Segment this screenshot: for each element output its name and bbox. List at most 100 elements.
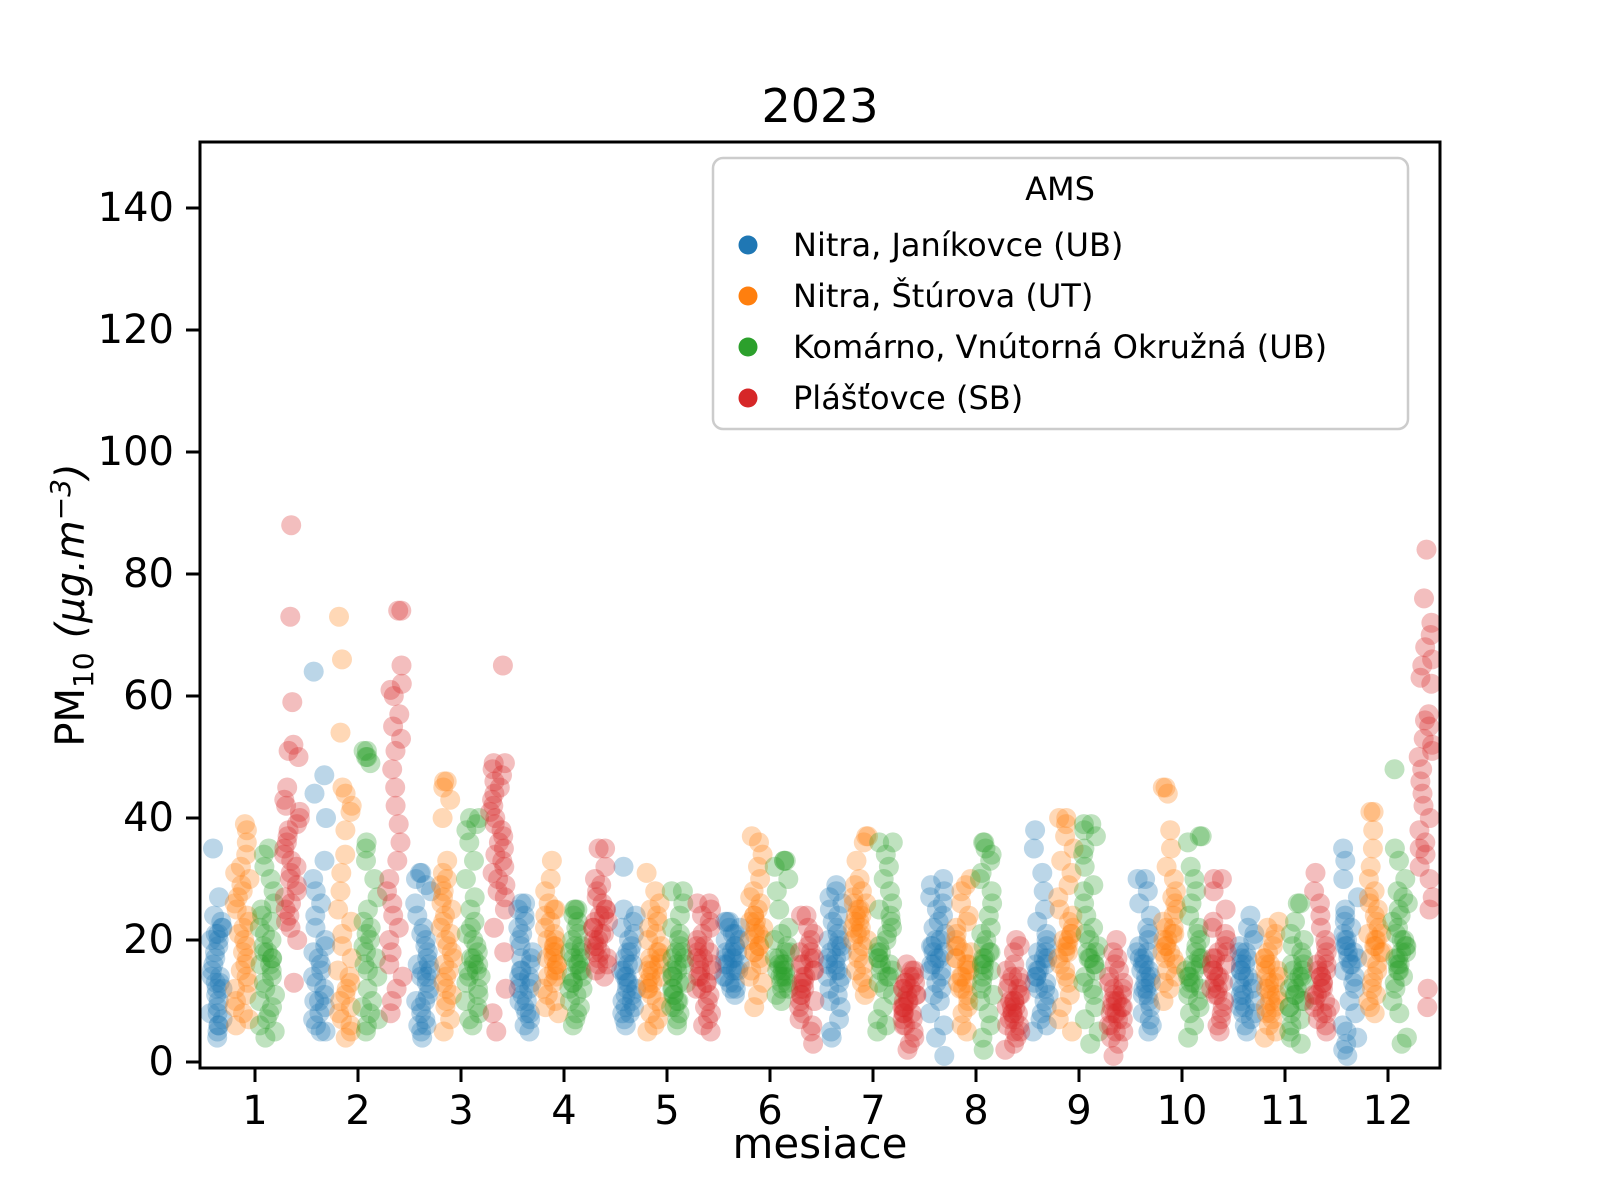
- data-point: [1074, 820, 1095, 841]
- data-point: [974, 948, 995, 969]
- data-point: [565, 936, 585, 957]
- data-point: [1202, 917, 1223, 938]
- data-point: [716, 942, 737, 963]
- data-point: [597, 948, 618, 969]
- data-point: [545, 991, 566, 1011]
- data-point: [727, 942, 748, 963]
- data-point: [612, 991, 633, 1011]
- data-point: [1240, 1009, 1261, 1030]
- data-point: [1363, 820, 1384, 841]
- data-point: [1360, 997, 1380, 1018]
- data-point: [1370, 942, 1391, 963]
- data-point: [920, 875, 941, 896]
- data-point: [1332, 1015, 1353, 1036]
- data-point: [951, 881, 972, 902]
- data-point: [1387, 881, 1408, 902]
- data-point: [725, 936, 746, 957]
- data-point: [893, 978, 913, 999]
- data-point: [1053, 930, 1074, 950]
- data-point: [1214, 991, 1234, 1011]
- data-point: [547, 960, 568, 981]
- data-point: [1371, 923, 1392, 944]
- data-point: [1129, 893, 1150, 914]
- data-point: [571, 936, 592, 957]
- data-point: [622, 984, 643, 1005]
- chart-title: 2023: [761, 79, 878, 133]
- data-point: [436, 991, 457, 1011]
- data-point: [278, 820, 299, 841]
- data-point: [260, 954, 281, 975]
- data-point: [379, 930, 400, 950]
- data-point: [408, 1015, 429, 1036]
- data-point: [892, 1009, 913, 1030]
- data-point: [1055, 942, 1076, 963]
- data-point: [972, 1027, 993, 1048]
- data-point: [463, 930, 484, 950]
- data-point: [466, 814, 487, 835]
- data-point: [1161, 838, 1181, 859]
- data-point: [1137, 881, 1158, 902]
- data-point: [519, 966, 539, 987]
- data-point: [420, 960, 441, 981]
- data-point: [1180, 972, 1201, 993]
- data-point: [641, 984, 662, 1005]
- data-point: [1336, 1021, 1357, 1042]
- data-point: [1008, 966, 1029, 987]
- data-point: [464, 850, 484, 871]
- data-point: [1007, 1003, 1028, 1024]
- data-point: [1157, 783, 1178, 804]
- data-point: [690, 960, 711, 981]
- data-point: [821, 1021, 842, 1042]
- data-point: [1233, 984, 1254, 1005]
- data-point: [997, 978, 1018, 999]
- data-point: [509, 966, 530, 987]
- data-point: [1058, 875, 1079, 896]
- data-point: [725, 960, 746, 981]
- data-point: [1279, 997, 1300, 1018]
- data-point: [260, 869, 281, 889]
- data-point: [583, 930, 604, 950]
- data-point: [382, 759, 403, 780]
- data-point: [1338, 948, 1359, 969]
- data-point: [971, 862, 992, 883]
- data-point: [380, 1003, 401, 1024]
- data-point: [1416, 539, 1437, 560]
- data-point: [701, 960, 722, 981]
- data-point: [419, 978, 440, 999]
- data-point: [876, 930, 897, 950]
- data-point: [380, 679, 401, 700]
- data-point: [463, 948, 484, 969]
- data-point: [743, 881, 764, 902]
- data-point: [482, 789, 503, 810]
- data-point: [957, 997, 978, 1018]
- data-point: [766, 984, 787, 1005]
- data-point: [488, 832, 509, 853]
- data-point: [543, 948, 564, 969]
- data-point: [614, 948, 635, 969]
- data-point: [516, 991, 537, 1011]
- data-point: [879, 881, 900, 902]
- data-point: [441, 899, 462, 920]
- data-point: [1367, 899, 1388, 920]
- data-point: [830, 997, 851, 1018]
- data-point: [1363, 801, 1384, 822]
- data-point: [722, 948, 743, 969]
- data-point: [357, 899, 378, 920]
- data-point: [752, 972, 773, 993]
- data-point: [494, 887, 515, 908]
- data-point: [586, 936, 607, 957]
- data-point: [1107, 991, 1128, 1011]
- data-point: [1004, 1009, 1025, 1030]
- data-point: [686, 936, 707, 957]
- data-point: [362, 991, 383, 1011]
- data-point: [1073, 844, 1094, 865]
- data-point: [509, 991, 530, 1011]
- data-point: [356, 832, 377, 853]
- data-point: [254, 856, 275, 877]
- data-point: [200, 1003, 221, 1024]
- data-point: [1082, 978, 1103, 999]
- data-point: [1036, 1015, 1057, 1036]
- data-point: [468, 984, 489, 1005]
- data-point: [1386, 923, 1407, 944]
- data-point: [1075, 923, 1096, 944]
